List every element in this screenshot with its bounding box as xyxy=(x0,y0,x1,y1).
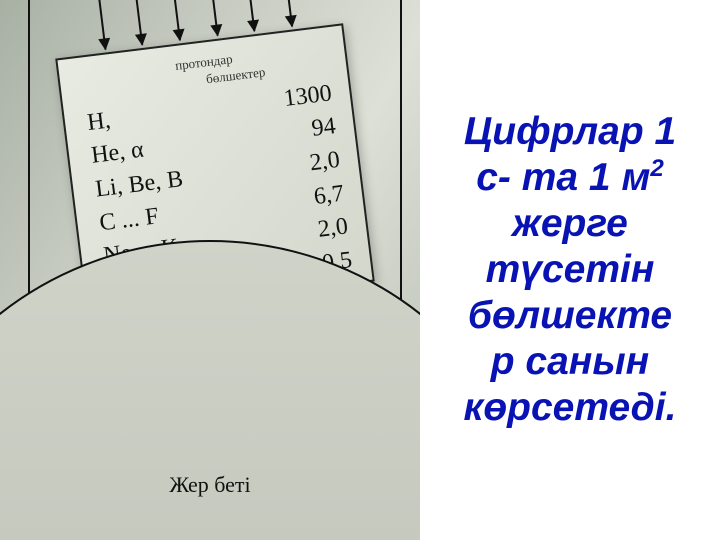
caption-panel: Цифрлар 1 с- та 1 м2 жерге түсетін бөлше… xyxy=(420,0,720,540)
caption-line: бөлшекте xyxy=(468,294,672,337)
arrow-down-icon xyxy=(98,0,107,50)
caption-superscript: 2 xyxy=(650,155,663,182)
caption-line: жерге xyxy=(512,202,628,245)
arrow-down-icon xyxy=(285,0,294,27)
arrow-down-icon xyxy=(172,0,181,40)
arrow-down-icon xyxy=(210,0,219,36)
caption-line: Цифрлар 1 xyxy=(464,110,676,153)
caption-line: түсетін xyxy=(486,248,655,291)
slide-caption: Цифрлар 1 с- та 1 м2 жерге түсетін бөлше… xyxy=(464,109,677,431)
caption-line: с- та 1 м xyxy=(476,156,650,199)
arrow-down-icon xyxy=(247,0,256,31)
caption-line: р санын xyxy=(491,340,649,383)
diagram-photo: протондар бөлшектер H, 1300 He, α 94 Li,… xyxy=(0,0,420,540)
arrow-down-icon xyxy=(135,0,144,45)
earth-label: Жер беті xyxy=(0,472,420,498)
caption-line: көрсетеді. xyxy=(464,386,677,429)
